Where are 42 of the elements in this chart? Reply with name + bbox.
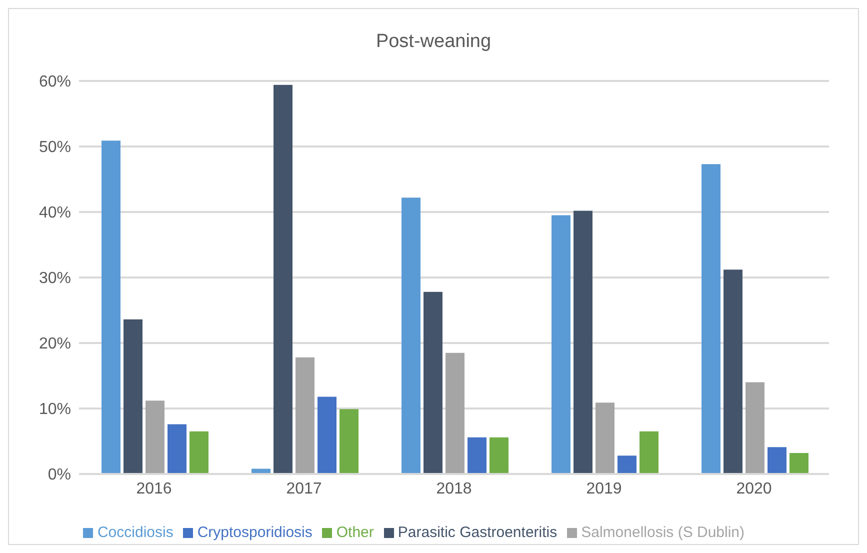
x-tick-label: 2020 [736, 480, 772, 498]
bar [274, 84, 292, 474]
legend-label: Cryptosporidiosis [197, 524, 312, 541]
bar [402, 198, 420, 474]
bar [724, 270, 742, 474]
bar [618, 456, 636, 474]
y-tick-label: 60% [38, 74, 71, 91]
y-tick-label: 40% [38, 204, 71, 222]
bar [790, 453, 808, 474]
legend-label: Salmonellosis (S Dublin) [581, 524, 745, 541]
legend-label: Coccidiosis [97, 524, 174, 541]
legend-label: Other [336, 524, 374, 541]
chart-title: Post-weaning [374, 30, 492, 54]
bar [746, 382, 764, 474]
bar [296, 357, 314, 474]
y-tick-label: 10% [38, 401, 71, 418]
y-tick-label: 50% [38, 139, 71, 156]
bar [552, 215, 570, 474]
bar [190, 431, 208, 474]
bar [318, 396, 336, 474]
bar [490, 437, 508, 474]
bar [574, 210, 592, 474]
y-tick-label: 0% [48, 466, 71, 484]
legend-label: Parasitic Gastroenteritis [398, 524, 558, 541]
bar [468, 437, 486, 474]
bar [424, 292, 442, 474]
bar [168, 424, 186, 474]
bar [640, 431, 658, 474]
x-tick-label: 2016 [136, 480, 172, 498]
x-tick-label: 2017 [286, 480, 322, 498]
bar [124, 319, 142, 474]
bar [102, 140, 120, 474]
bar [446, 352, 464, 474]
y-tick-label: 20% [38, 336, 71, 353]
x-tick-label: 2018 [436, 480, 472, 498]
x-tick-label: 2019 [586, 480, 622, 498]
bar [596, 402, 614, 474]
bar [340, 409, 358, 474]
bar [146, 400, 164, 474]
bar [702, 164, 720, 474]
y-tick-label: 30% [38, 270, 71, 288]
bar [768, 447, 786, 474]
